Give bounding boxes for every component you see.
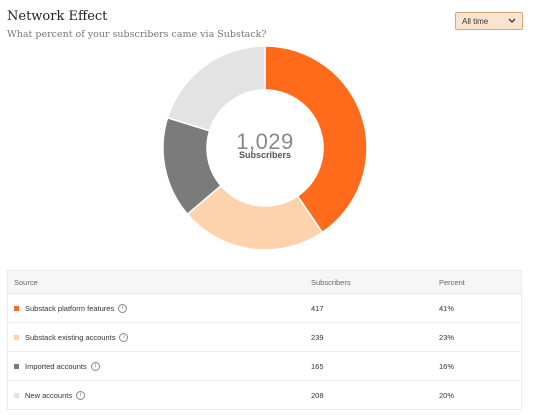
percent-cell: 23% [439,332,455,342]
source-cell: Substack existing accounts i [8,332,311,342]
slice-new-accounts[interactable] [166,45,266,132]
time-range-value: All time [462,16,489,26]
legend-swatch [14,334,19,340]
page-subtitle: What percent of your subscribers came vi… [7,29,267,40]
info-icon[interactable]: i [119,332,129,342]
source-label: Imported accounts [25,361,87,371]
header-percent: Percent [439,277,465,287]
source-cell: New accounts i [8,390,311,400]
info-icon[interactable]: i [76,390,86,400]
legend-swatch [14,392,19,398]
table-row: Imported accounts i 165 16% [8,352,521,381]
source-cell: Substack platform features i [8,303,311,313]
table-row: Substack existing accounts i 239 23% [8,323,521,352]
header-subscribers: Subscribers [311,277,351,287]
source-label: Substack platform features [25,303,115,313]
time-range-select[interactable]: All time [455,12,523,30]
info-icon[interactable]: i [118,303,128,313]
subscribers-cell: 208 [311,390,324,400]
slice-platform-features[interactable] [264,45,368,234]
page-title: Network Effect [7,9,108,24]
subscribers-cell: 239 [311,332,324,342]
total-subscribers-label: Subscribers [238,150,292,160]
source-cell: Imported accounts i [8,361,311,371]
percent-cell: 16% [439,361,455,371]
source-label: Substack existing accounts [25,332,116,342]
info-icon[interactable]: i [90,361,100,371]
header-source: Source [14,277,38,287]
subscribers-cell: 417 [311,303,324,313]
chevron-down-icon [508,18,516,24]
table-row: New accounts i 208 20% [8,381,521,409]
table-body: Substack platform features i 417 41% Substac… [8,294,521,409]
total-subscribers-value: 1,029 [236,129,294,154]
source-label: New accounts [25,390,73,400]
table-header: Source Subscribers Percent [8,271,521,294]
donut-chart [162,45,368,251]
table-row: Substack platform features i 417 41% [8,294,521,323]
sources-table: Source Subscribers Percent Substack plat… [7,270,522,410]
percent-cell: 20% [439,390,455,400]
subscribers-cell: 165 [311,361,324,371]
legend-swatch [14,363,19,369]
legend-swatch [14,305,19,311]
percent-cell: 41% [439,303,455,313]
